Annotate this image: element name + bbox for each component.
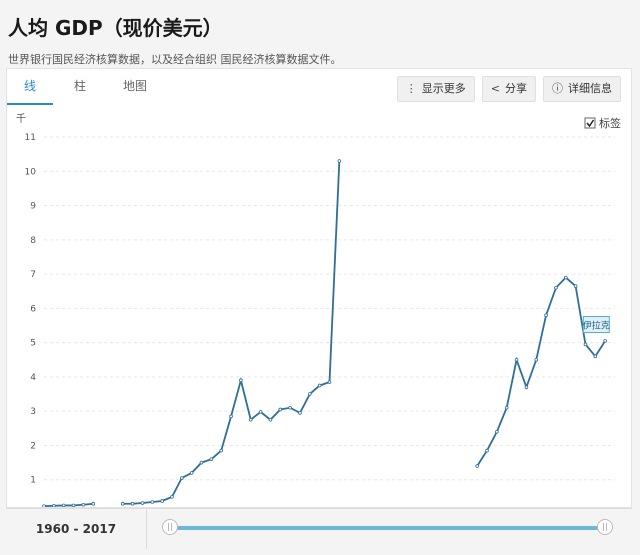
data-point[interactable] <box>140 501 145 505</box>
tooltip-label: 伊拉克 <box>583 320 610 332</box>
series-line <box>43 502 94 507</box>
series-line <box>122 160 341 505</box>
show-more-label: 显示更多 <box>421 82 466 95</box>
time-range-bar: 1960 - 2017 || || <box>6 508 632 549</box>
tab-line[interactable]: 线 <box>7 69 53 105</box>
checkbox-box[interactable] <box>584 117 596 129</box>
y-tick-label: 10 <box>25 167 37 177</box>
y-tick-label: 11 <box>25 133 36 143</box>
series-tooltip: 伊拉克 <box>582 316 610 333</box>
range-label: 1960 - 2017 <box>6 509 147 549</box>
details-button[interactable]: ⓘ 详细信息 <box>543 76 621 102</box>
data-point[interactable] <box>583 342 588 347</box>
more-vertical-icon: ⋮ <box>405 82 417 95</box>
share-label: 分享 <box>505 82 527 95</box>
page-subtitle: 世界银行国民经济核算数据，以及经合组织 国民经济核算数据文件。 <box>8 53 342 66</box>
tab-bar[interactable]: 柱 <box>73 79 86 93</box>
data-point[interactable] <box>603 339 607 343</box>
data-point[interactable] <box>308 392 312 396</box>
data-point[interactable] <box>573 284 578 288</box>
data-point[interactable] <box>160 499 164 503</box>
data-point[interactable] <box>170 495 174 499</box>
share-icon: < <box>490 82 500 95</box>
y-tick-label: 4 <box>30 373 36 383</box>
details-label: 详细信息 <box>568 82 612 95</box>
range-slider-track[interactable] <box>169 526 607 530</box>
share-button[interactable]: < 分享 <box>481 76 536 102</box>
toolbar: ⋮ 显示更多 < 分享 ⓘ 详细信息 <box>396 76 621 102</box>
y-axis-ticks: 01234567891011 <box>25 133 37 486</box>
tab-map[interactable]: 地图 <box>122 79 147 93</box>
data-point[interactable] <box>130 501 135 506</box>
data-point[interactable] <box>485 448 489 453</box>
y-tick-label: 1 <box>30 476 36 486</box>
data-point[interactable] <box>209 457 214 461</box>
y-tick-label: 7 <box>30 270 36 280</box>
data-point[interactable] <box>327 380 332 384</box>
chart-tabs: 线 柱 地图 <box>7 69 163 105</box>
y-tick-label: 3 <box>30 407 36 417</box>
data-point[interactable] <box>239 378 243 383</box>
series-line <box>476 276 606 467</box>
data-point[interactable] <box>81 502 86 507</box>
chart-grid <box>44 136 615 481</box>
checkbox-label: 标签 <box>599 116 621 130</box>
data-point[interactable] <box>229 414 233 419</box>
data-point[interactable] <box>298 411 302 415</box>
show-more-button[interactable]: ⋮ 显示更多 <box>396 76 475 102</box>
data-point[interactable] <box>248 417 253 422</box>
data-point[interactable] <box>268 417 273 422</box>
data-point[interactable] <box>475 464 479 468</box>
data-point[interactable] <box>189 471 194 475</box>
data-point[interactable] <box>258 410 263 414</box>
data-point[interactable] <box>317 383 322 388</box>
y-tick-label: 2 <box>30 441 36 451</box>
data-point[interactable] <box>278 407 283 412</box>
data-point[interactable] <box>71 503 76 507</box>
data-series <box>42 159 607 507</box>
y-tick-label: 8 <box>30 236 36 246</box>
data-point[interactable] <box>337 159 342 163</box>
page-title: 人均 GDP（现价美元） <box>8 16 223 40</box>
data-point[interactable] <box>219 448 224 453</box>
range-start-handle[interactable]: || <box>162 519 178 535</box>
data-point[interactable] <box>554 286 558 290</box>
data-point[interactable] <box>91 501 96 506</box>
range-end-handle[interactable]: || <box>597 519 613 535</box>
data-point[interactable] <box>495 429 499 434</box>
data-point[interactable] <box>544 313 548 318</box>
data-point[interactable] <box>120 501 125 506</box>
data-point[interactable] <box>593 354 598 359</box>
data-point[interactable] <box>563 275 568 280</box>
data-point[interactable] <box>61 503 66 507</box>
data-point[interactable] <box>42 504 46 507</box>
y-tick-label: 9 <box>30 202 36 212</box>
data-point[interactable] <box>150 500 155 504</box>
data-point[interactable] <box>288 405 292 410</box>
checkmark-icon <box>586 119 595 128</box>
info-icon: ⓘ <box>552 82 563 95</box>
data-point[interactable] <box>180 476 184 480</box>
y-axis-unit-label: 千 <box>16 113 26 125</box>
labels-checkbox[interactable]: 标签 <box>584 116 621 130</box>
data-point[interactable] <box>199 460 204 465</box>
y-tick-label: 5 <box>30 339 36 349</box>
data-point[interactable] <box>52 503 56 507</box>
data-point[interactable] <box>504 405 509 410</box>
data-point[interactable] <box>524 385 529 389</box>
tooltip-box <box>582 316 610 333</box>
line-chart: 01234567891011 1960196519701975198019851… <box>16 113 621 507</box>
chart-panel: 线 柱 地图 ⋮ 显示更多 < 分享 ⓘ 详细信息 01234567891011… <box>6 68 632 508</box>
data-point[interactable] <box>514 357 519 362</box>
data-point[interactable] <box>534 357 539 362</box>
y-tick-label: 6 <box>30 304 36 314</box>
